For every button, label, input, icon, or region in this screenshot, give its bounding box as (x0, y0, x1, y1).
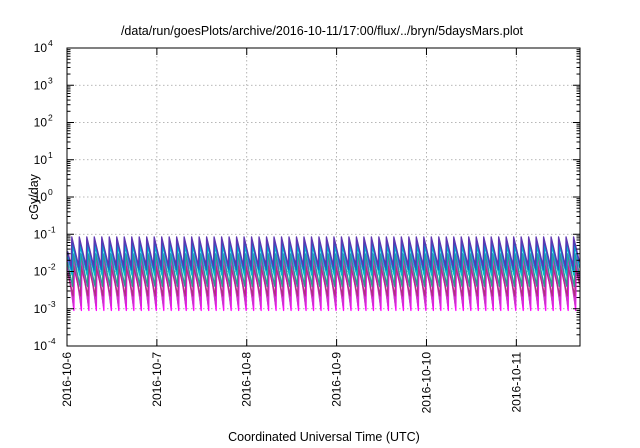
y-tick-label: 10 (34, 78, 48, 92)
y-tick-label: 10 (34, 41, 48, 55)
y-tick-label: 10 (34, 265, 48, 279)
y-tick-exponent: -1 (48, 224, 56, 234)
y-tick-exponent: -3 (48, 299, 56, 309)
x-tick-label: 2016-10-7 (150, 352, 164, 407)
x-tick-label: 2016-10-8 (240, 352, 254, 407)
y-tick-label: 10 (34, 116, 48, 130)
series-line (66, 253, 580, 287)
y-tick-label: 10 (34, 153, 48, 167)
y-tick-exponent: 0 (48, 187, 53, 197)
y-tick-label: 10 (34, 302, 48, 316)
x-tick-label: 2016-10-6 (60, 352, 74, 407)
series-line (67, 244, 581, 276)
chart-title: /data/run/goesPlots/archive/2016-10-11/1… (121, 24, 524, 38)
y-axis-label: cGy/day (27, 173, 41, 220)
series-line (67, 265, 581, 297)
x-tick-label: 2016-10-11 (509, 352, 523, 413)
y-tick-exponent: -4 (48, 336, 56, 346)
grid (67, 48, 580, 346)
plot-series (66, 236, 581, 312)
y-tick-exponent: 4 (48, 38, 53, 48)
y-tick-label: 10 (34, 190, 48, 204)
x-axis-label: Coordinated Universal Time (UTC) (228, 430, 420, 444)
x-tick-label: 2016-10-9 (330, 352, 344, 407)
series-line (67, 236, 581, 267)
y-tick-label: 10 (34, 339, 48, 353)
x-tick-label: 2016-10-10 (419, 352, 433, 414)
y-tick-exponent: 2 (48, 113, 53, 123)
x-axis: 2016-10-6 2016-10-7 2016-10-8 2016-10-9 2016… (60, 48, 523, 413)
y-tick-label: 10 (34, 227, 48, 241)
y-tick-exponent: -2 (48, 262, 56, 272)
y-tick-exponent: 1 (48, 150, 53, 160)
y-tick-exponent: 3 (48, 75, 53, 85)
